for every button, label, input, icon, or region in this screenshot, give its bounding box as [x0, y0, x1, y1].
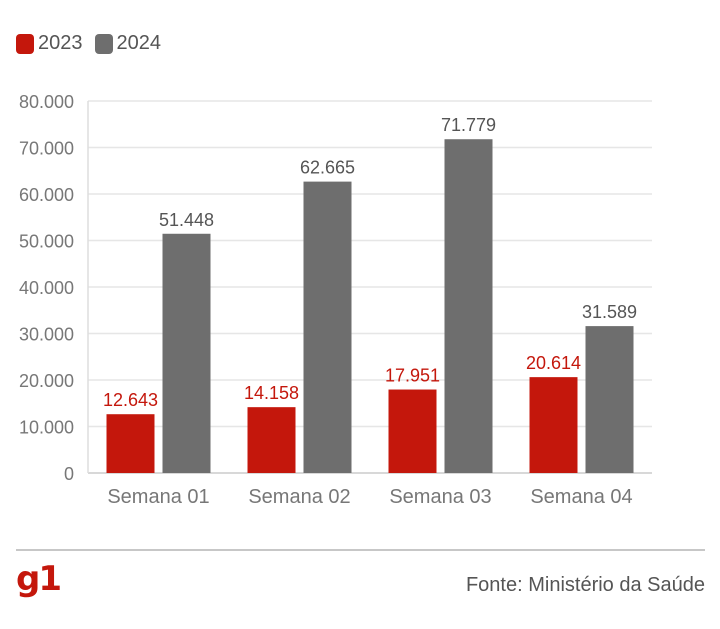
bar-2024-1 [162, 233, 211, 473]
bar-2024-2 [303, 181, 352, 473]
x-tick-label: Semana 01 [107, 486, 209, 508]
legend-item-2024: 2024 [94, 32, 162, 55]
bar-2023-4 [529, 377, 578, 473]
data-label: 20.614 [526, 353, 581, 373]
data-label: 62.665 [300, 158, 355, 178]
data-label: 71.779 [441, 115, 496, 135]
data-label: 14.158 [244, 383, 299, 403]
x-tick-label: Semana 02 [248, 486, 350, 508]
y-tick-label: 30.000 [19, 325, 74, 345]
x-tick-label: Semana 03 [389, 486, 491, 508]
data-label: 12.643 [103, 390, 158, 410]
y-tick-label: 70.000 [19, 139, 74, 159]
y-tick-label: 40.000 [19, 278, 74, 298]
y-tick-label: 20.000 [19, 371, 74, 391]
legend-label-2023: 2023 [38, 32, 83, 54]
y-tick-label: 80.000 [19, 92, 74, 112]
g1-logo: g1 [16, 559, 62, 599]
footer-divider [16, 549, 705, 551]
bar-2024-3 [444, 139, 493, 473]
y-tick-label: 50.000 [19, 232, 74, 252]
legend-item-2023: 2023 [16, 32, 83, 55]
legend-label-2024: 2024 [116, 32, 162, 54]
bar-chart: 0 10.000 20.000 30.000 40.000 50.000 60.000 70.… [19, 92, 652, 508]
bar-2023-2 [247, 407, 296, 473]
chart-legend: 2023 2024 [16, 32, 161, 55]
data-label: 31.589 [582, 302, 637, 322]
legend-swatch-2024 [94, 33, 113, 54]
bar-2023-1 [106, 414, 155, 473]
source-note: Fonte: Ministério da Saúde [465, 574, 705, 596]
data-label: 51.448 [159, 210, 214, 230]
legend-swatch-2023 [16, 33, 34, 54]
y-tick-label: 10.000 [19, 418, 74, 438]
bar-2024-4 [585, 326, 634, 473]
data-label: 17.951 [385, 366, 440, 386]
x-tick-label: Semana 04 [530, 486, 632, 508]
y-tick-label: 60.000 [19, 185, 74, 205]
bar-2023-3 [388, 389, 437, 473]
y-tick-label: 0 [64, 464, 74, 484]
